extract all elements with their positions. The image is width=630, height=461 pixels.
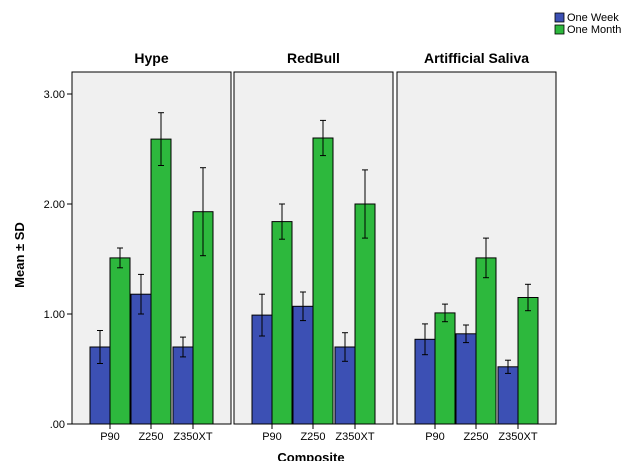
x-tick-label: Z350XT [498, 431, 537, 443]
x-tick-label: P90 [100, 431, 120, 443]
error-bar [525, 283, 531, 312]
legend-item-one-week: One Week [554, 12, 619, 24]
error-bar [422, 323, 428, 356]
y-tick-label: .00 [50, 419, 65, 431]
x-tick-label: P90 [262, 431, 282, 443]
error-bar [158, 112, 164, 166]
error-bar [180, 336, 186, 358]
legend-item-one-month: One Month [554, 24, 621, 36]
error-bar [362, 169, 368, 239]
error-bar [505, 359, 511, 374]
error-bar [138, 273, 144, 315]
x-tick-label: Z350XT [173, 431, 212, 443]
x-tick-label: Z250 [138, 431, 163, 443]
error-bar [259, 293, 265, 337]
error-bar [200, 167, 206, 257]
bar-one-week-z250 [292, 305, 314, 425]
error-bar [279, 203, 285, 240]
y-axis: .00 1.00 2.00 3.00 [44, 72, 73, 431]
x-tick-label: Z250 [463, 431, 488, 443]
error-bar [442, 303, 448, 323]
bar-one-month-p90 [434, 312, 456, 425]
x-tick-label: Z350XT [335, 431, 374, 443]
bar-one-week-z250 [455, 333, 477, 425]
panel-title: RedBull [287, 50, 340, 66]
error-bar [97, 330, 103, 364]
panel-hype: Hype P90 Z250 Z350XT [71, 50, 232, 443]
bar-one-month-p90 [271, 221, 293, 425]
panel-title: Artifficial Saliva [424, 50, 529, 66]
panel-artifficial-saliva: Artifficial Saliva P90 Z250 Z350XT [396, 50, 557, 443]
bar-one-week-z350xt [172, 346, 194, 425]
legend-swatch [554, 12, 565, 23]
x-axis-title: Composite [277, 450, 344, 461]
bar-one-month-z250 [312, 137, 334, 425]
panel-redbull: RedBull P90 Z250 Z350XT [233, 50, 394, 443]
y-tick-label: 2.00 [44, 199, 65, 211]
error-bar [342, 332, 348, 362]
y-axis-title: Mean ± SD [12, 222, 27, 288]
bar-one-month-z250 [150, 138, 172, 425]
x-tick-label: P90 [425, 431, 445, 443]
error-bar [320, 119, 326, 157]
panel-title: Hype [134, 50, 168, 66]
legend-label: One Month [567, 24, 621, 36]
error-bar [117, 247, 123, 269]
x-tick-label: Z250 [300, 431, 325, 443]
bar-one-month-z250 [475, 257, 497, 425]
bar-one-month-p90 [109, 257, 131, 425]
y-tick-label: 1.00 [44, 309, 65, 321]
legend-label: One Week [567, 12, 619, 24]
bar-one-week-z350xt [497, 366, 519, 425]
error-bar [463, 324, 469, 344]
error-bar [483, 237, 489, 279]
legend-swatch [554, 24, 565, 35]
error-bar [300, 291, 306, 322]
y-tick-label: 3.00 [44, 89, 65, 101]
bar-one-month-z350xt [517, 297, 539, 425]
